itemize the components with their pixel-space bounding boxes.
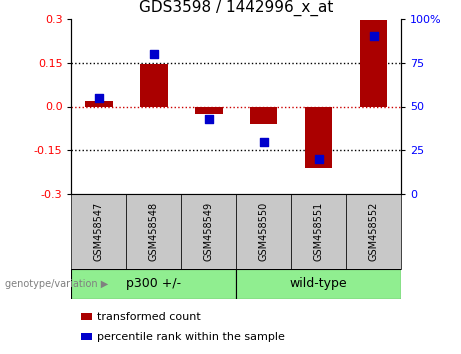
Point bbox=[260, 139, 267, 144]
Bar bbox=[236, 194, 291, 269]
Bar bbox=[85, 101, 112, 107]
Text: genotype/variation ▶: genotype/variation ▶ bbox=[5, 279, 108, 289]
Text: GSM458547: GSM458547 bbox=[94, 202, 104, 261]
Text: GSM458548: GSM458548 bbox=[149, 202, 159, 261]
Text: wild-type: wild-type bbox=[290, 278, 348, 291]
Bar bbox=[71, 194, 126, 269]
Bar bbox=[195, 107, 223, 114]
Title: GDS3598 / 1442996_x_at: GDS3598 / 1442996_x_at bbox=[139, 0, 333, 16]
Text: percentile rank within the sample: percentile rank within the sample bbox=[97, 331, 285, 342]
Text: GSM458550: GSM458550 bbox=[259, 202, 269, 261]
Point bbox=[205, 116, 213, 121]
Bar bbox=[346, 194, 401, 269]
Bar bbox=[181, 194, 236, 269]
Point bbox=[370, 34, 377, 39]
Bar bbox=[250, 107, 278, 124]
Bar bbox=[360, 21, 387, 107]
Bar bbox=[71, 269, 236, 299]
Text: transformed count: transformed count bbox=[97, 312, 201, 321]
Bar bbox=[126, 194, 181, 269]
Bar bbox=[305, 107, 332, 168]
Bar bbox=[140, 64, 168, 107]
Text: GSM458552: GSM458552 bbox=[369, 202, 378, 261]
Bar bbox=[236, 269, 401, 299]
Bar bbox=[291, 194, 346, 269]
Text: p300 +/-: p300 +/- bbox=[126, 278, 182, 291]
Text: GSM458551: GSM458551 bbox=[313, 202, 324, 261]
Text: GSM458549: GSM458549 bbox=[204, 202, 214, 261]
Point bbox=[315, 156, 322, 162]
Point bbox=[95, 95, 103, 101]
Point bbox=[150, 51, 158, 57]
